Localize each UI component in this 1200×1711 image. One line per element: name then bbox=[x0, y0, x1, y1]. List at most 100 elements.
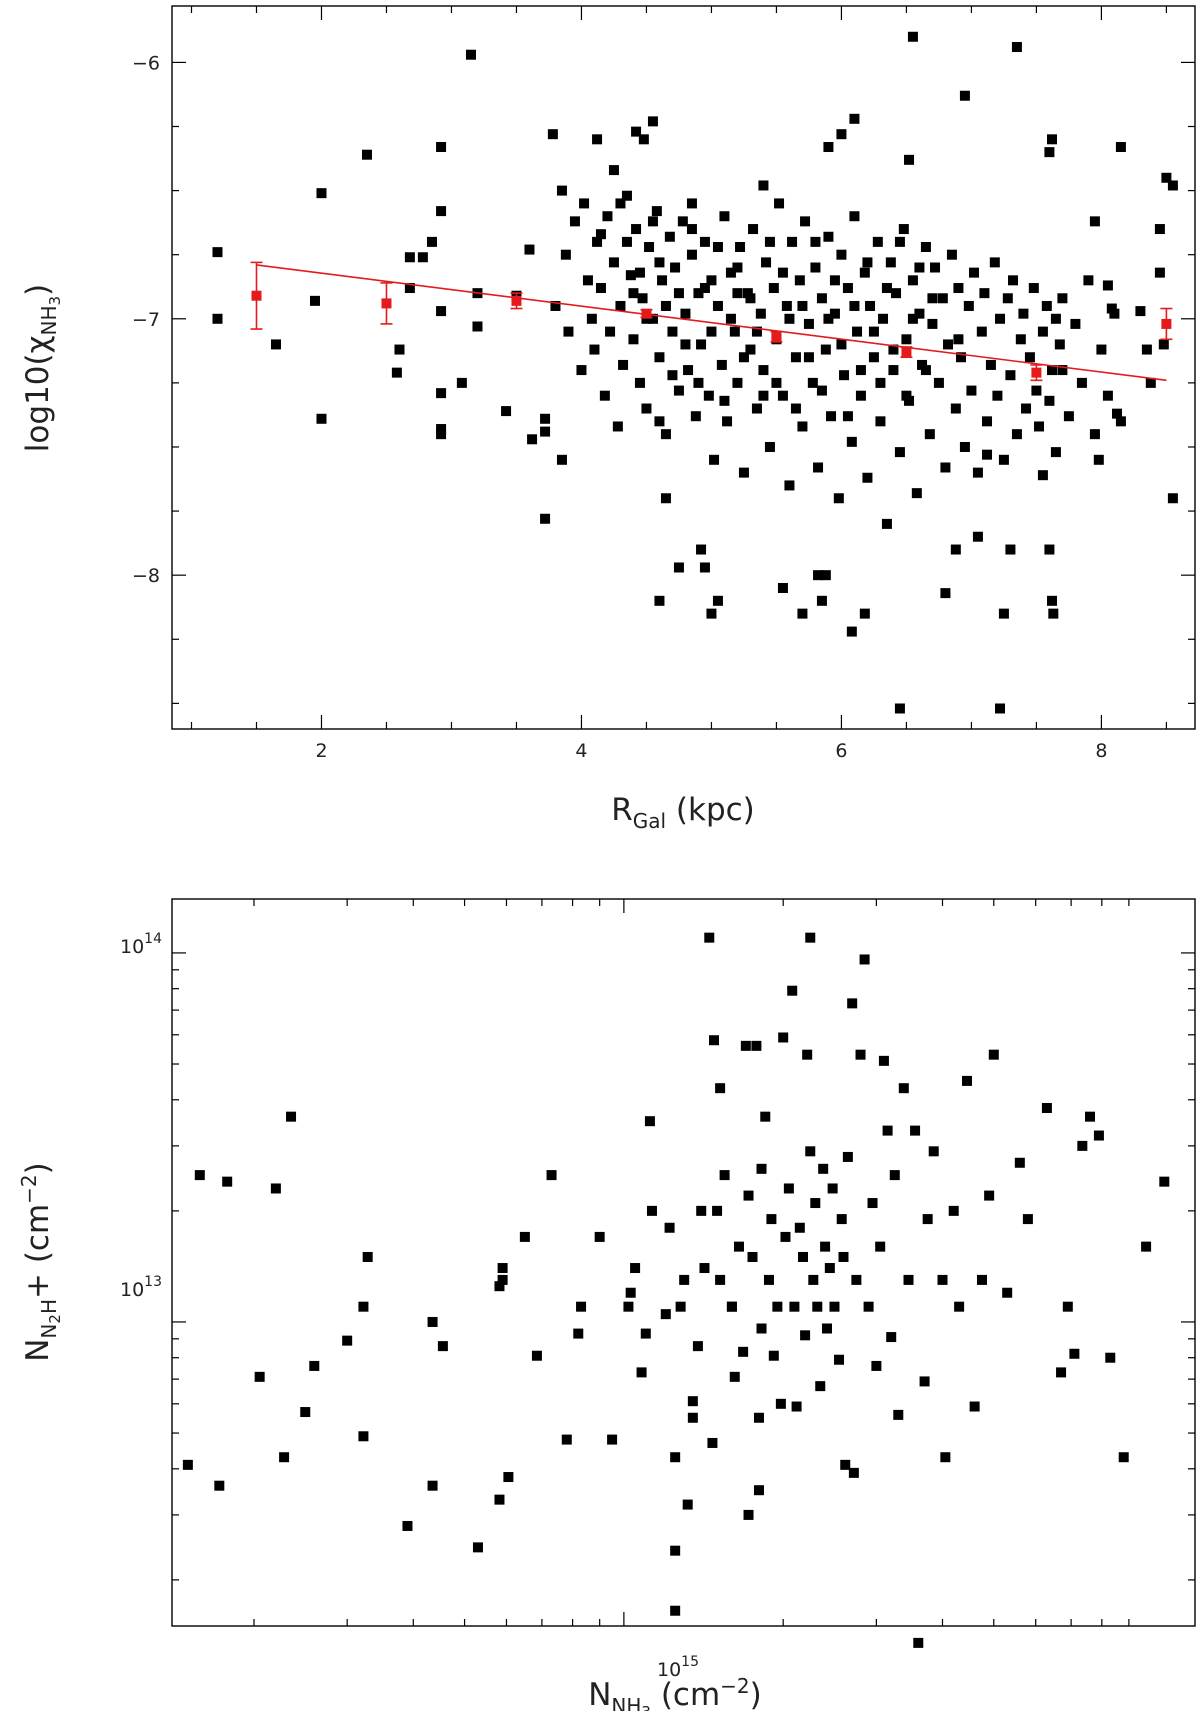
top-data-point bbox=[716, 359, 727, 370]
top-data-point bbox=[875, 377, 886, 388]
bottom-data-point bbox=[687, 1412, 698, 1423]
bottom-data-point bbox=[898, 1083, 909, 1094]
top-x-tick-label: 6 bbox=[835, 740, 847, 762]
bottom-data-point bbox=[704, 932, 715, 943]
bottom-data-point bbox=[427, 1316, 438, 1327]
bottom-data-point bbox=[842, 1151, 853, 1162]
top-data-point bbox=[615, 198, 626, 209]
top-data-point bbox=[1109, 308, 1120, 319]
top-data-point bbox=[784, 313, 795, 324]
top-data-point bbox=[985, 359, 996, 370]
top-data-point bbox=[1015, 334, 1026, 345]
top-y-tick-label: −7 bbox=[132, 309, 160, 331]
bottom-data-point bbox=[531, 1350, 542, 1361]
bottom-data-point bbox=[625, 1287, 636, 1298]
top-data-point bbox=[589, 344, 600, 355]
bottom-data-point bbox=[573, 1328, 584, 1339]
top-data-point bbox=[1158, 339, 1169, 350]
bottom-data-point bbox=[743, 1190, 754, 1201]
top-data-point bbox=[807, 377, 818, 388]
bottom-data-point bbox=[882, 1125, 893, 1136]
top-data-point bbox=[404, 252, 415, 263]
top-data-point bbox=[621, 236, 632, 247]
top-data-point bbox=[894, 236, 905, 247]
top-data-point bbox=[625, 270, 636, 281]
bottom-data-point bbox=[937, 1274, 948, 1285]
top-data-point bbox=[696, 339, 707, 350]
bottom-data-point bbox=[670, 1605, 681, 1616]
top-data-point bbox=[849, 300, 860, 311]
bottom-data-point bbox=[820, 1241, 831, 1252]
top-data-point bbox=[1167, 180, 1178, 191]
top-data-point bbox=[963, 300, 974, 311]
top-data-point bbox=[316, 413, 327, 424]
top-data-point bbox=[1050, 447, 1061, 458]
bottom-data-point bbox=[753, 1485, 764, 1496]
top-data-point bbox=[1031, 385, 1042, 396]
top-data-point bbox=[784, 480, 795, 491]
top-data-point bbox=[560, 249, 571, 260]
bottom-data-point bbox=[859, 954, 870, 965]
bottom-data-point bbox=[342, 1335, 353, 1346]
bottom-data-point bbox=[214, 1480, 225, 1491]
top-data-point bbox=[693, 377, 704, 388]
top-data-point bbox=[790, 403, 801, 414]
top-data-point bbox=[787, 236, 798, 247]
top-data-point bbox=[777, 582, 788, 593]
top-data-point bbox=[777, 390, 788, 401]
top-data-point bbox=[436, 206, 447, 217]
bottom-data-point bbox=[726, 1301, 737, 1312]
bottom-y-major-tick-label-1e13: 1013 bbox=[120, 1274, 162, 1301]
bottom-data-point bbox=[679, 1274, 690, 1285]
top-data-point bbox=[654, 595, 665, 606]
bottom-data-point bbox=[1085, 1111, 1096, 1122]
bottom-data-point bbox=[682, 1499, 693, 1510]
bottom-data-point bbox=[855, 1049, 866, 1060]
top-data-point bbox=[1112, 408, 1123, 419]
bottom-data-point bbox=[707, 1437, 718, 1448]
top-data-point bbox=[933, 377, 944, 388]
bottom-data-point bbox=[747, 1251, 758, 1262]
top-data-point bbox=[647, 216, 658, 227]
top-data-point bbox=[998, 608, 1009, 619]
bottom-data-point bbox=[561, 1434, 572, 1445]
top-data-point bbox=[956, 352, 967, 363]
bottom-data-point bbox=[751, 1040, 762, 1051]
top-data-point bbox=[959, 441, 970, 452]
bottom-data-point bbox=[940, 1452, 951, 1463]
top-data-point bbox=[361, 149, 372, 160]
top-data-point bbox=[816, 293, 827, 304]
top-data-point bbox=[732, 262, 743, 273]
bottom-data-point bbox=[867, 1198, 878, 1209]
top-data-point bbox=[829, 308, 840, 319]
bottom-data-point bbox=[675, 1301, 686, 1312]
top-data-point bbox=[1063, 411, 1074, 422]
top-data-point bbox=[797, 300, 808, 311]
bottom-data-point bbox=[889, 1170, 900, 1181]
top-data-point bbox=[836, 129, 847, 140]
bottom-data-point bbox=[1069, 1348, 1080, 1359]
bottom-data-point bbox=[824, 1263, 835, 1274]
bottom-data-point bbox=[497, 1263, 508, 1274]
top-plot-frame bbox=[171, 5, 1196, 730]
top-data-point bbox=[748, 224, 759, 235]
bottom-plot-frame bbox=[171, 898, 1196, 1627]
top-data-point bbox=[1044, 147, 1055, 158]
top-data-point bbox=[690, 411, 701, 422]
top-data-point bbox=[829, 275, 840, 286]
bottom-data-point bbox=[1077, 1140, 1088, 1151]
top-data-point bbox=[810, 262, 821, 273]
bottom-data-point bbox=[838, 1251, 849, 1262]
top-data-point bbox=[1093, 454, 1104, 465]
top-data-point bbox=[738, 467, 749, 478]
bottom-data-point bbox=[715, 1274, 726, 1285]
top-data-point bbox=[946, 249, 957, 260]
bottom-x-axis-label: NNH3 (cm−2) bbox=[588, 1674, 762, 1711]
top-data-point bbox=[1047, 365, 1058, 376]
bottom-data-point bbox=[1022, 1214, 1033, 1225]
top-data-point bbox=[862, 472, 873, 483]
top-data-point bbox=[891, 288, 902, 299]
top-data-point bbox=[810, 236, 821, 247]
top-data-point bbox=[1044, 395, 1055, 406]
top-data-point bbox=[1047, 595, 1058, 606]
